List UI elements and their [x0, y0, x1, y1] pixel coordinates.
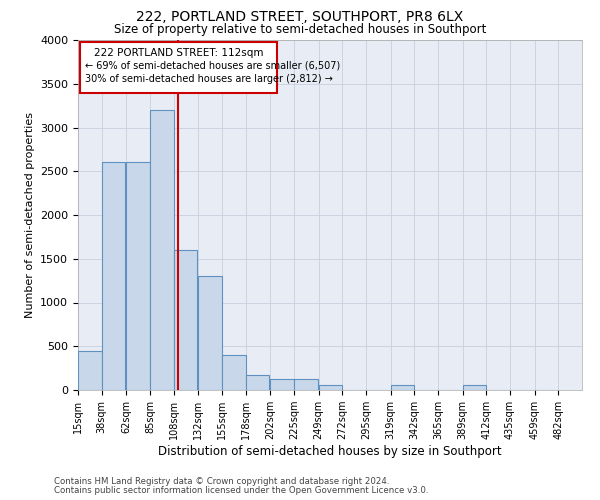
Text: 30% of semi-detached houses are larger (2,812) →: 30% of semi-detached houses are larger (…: [85, 74, 333, 84]
Bar: [127, 162, 150, 390]
Bar: [271, 378, 294, 390]
Bar: [101, 162, 125, 390]
Bar: [222, 355, 245, 390]
FancyBboxPatch shape: [80, 42, 277, 92]
Bar: [319, 385, 343, 390]
Text: ← 69% of semi-detached houses are smaller (6,507): ← 69% of semi-detached houses are smalle…: [85, 61, 340, 71]
Text: Size of property relative to semi-detached houses in Southport: Size of property relative to semi-detach…: [114, 22, 486, 36]
X-axis label: Distribution of semi-detached houses by size in Southport: Distribution of semi-detached houses by …: [158, 445, 502, 458]
Text: 222 PORTLAND STREET: 112sqm: 222 PORTLAND STREET: 112sqm: [94, 48, 263, 58]
Bar: [78, 350, 101, 390]
Bar: [150, 110, 173, 390]
Bar: [391, 385, 415, 390]
Y-axis label: Number of semi-detached properties: Number of semi-detached properties: [25, 112, 35, 318]
Bar: [173, 250, 197, 390]
Text: Contains public sector information licensed under the Open Government Licence v3: Contains public sector information licen…: [54, 486, 428, 495]
Text: Contains HM Land Registry data © Crown copyright and database right 2024.: Contains HM Land Registry data © Crown c…: [54, 477, 389, 486]
Bar: [294, 378, 317, 390]
Bar: [199, 276, 222, 390]
Bar: [245, 375, 269, 390]
Bar: [463, 385, 487, 390]
Text: 222, PORTLAND STREET, SOUTHPORT, PR8 6LX: 222, PORTLAND STREET, SOUTHPORT, PR8 6LX: [136, 10, 464, 24]
